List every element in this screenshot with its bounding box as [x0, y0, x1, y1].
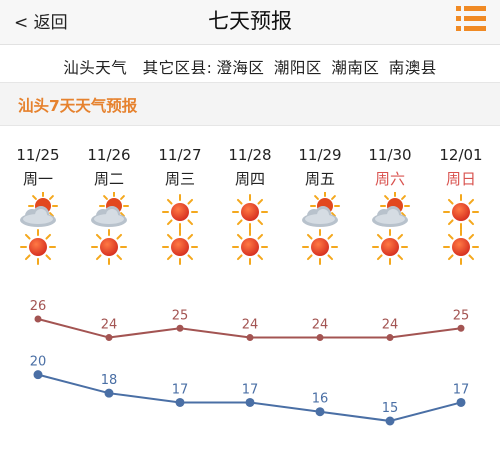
day-weather-slot — [441, 192, 481, 232]
night-weather-slot — [18, 227, 58, 267]
day-weekday: 周六 — [374, 170, 405, 188]
low-temp-point — [33, 370, 43, 380]
low-temp-label: 17 — [172, 382, 189, 397]
high-temp-label: 26 — [30, 299, 47, 314]
nav-bar: < 返回 七天预报 — [0, 0, 500, 45]
night-weather-slot — [300, 227, 340, 267]
district-link-chaoyang[interactable]: 潮阳区 — [273, 59, 322, 77]
low-temp-point — [104, 388, 114, 398]
partly-cloudy-icon — [91, 192, 129, 227]
night-weather-slot — [230, 227, 270, 267]
low-temp-label: 17 — [453, 382, 470, 397]
low-temp-point — [175, 397, 185, 407]
menu-icon[interactable] — [456, 6, 486, 32]
page-title: 七天预报 — [208, 9, 292, 33]
temperature-chart: 26 24 25 24 24 24 25 20 18 17 17 16 15 17 — [30, 299, 470, 426]
partly-cloudy-icon — [302, 192, 340, 227]
high-temp-label: 24 — [242, 318, 259, 333]
sunny-icon — [162, 229, 198, 265]
day-weekday: 周日 — [445, 170, 476, 188]
sunny-icon — [302, 229, 338, 265]
day-date: 11/27 — [158, 146, 202, 164]
high-temp-point — [246, 334, 254, 342]
day-date: 11/28 — [228, 146, 272, 164]
day-weather-slot — [160, 192, 200, 232]
low-temp-label: 17 — [242, 382, 259, 397]
low-temp-label: 16 — [312, 392, 329, 407]
day-date: 11/25 — [16, 146, 60, 164]
sunny-icon — [372, 229, 408, 265]
forecast-header: 汕头7天天气预报 — [0, 82, 500, 126]
low-temp-point — [385, 416, 395, 426]
high-temp-label: 24 — [101, 318, 118, 333]
day-weekday: 周四 — [234, 170, 265, 188]
day-weekday: 周二 — [93, 170, 124, 188]
district-link-chaonan[interactable]: 潮南区 — [331, 59, 380, 77]
sunny-icon — [162, 194, 198, 230]
day-weather-slot — [16, 192, 60, 232]
day-weekday: 周三 — [164, 170, 195, 188]
sunny-icon — [443, 229, 479, 265]
sunny-icon — [232, 229, 268, 265]
current-city: 汕头天气 — [63, 59, 128, 77]
high-temp-point — [457, 324, 465, 332]
district-links: 汕头天气 其它区县: 澄海区 潮阳区 潮南区 南澳县 — [0, 56, 500, 78]
partly-cloudy-icon — [372, 192, 410, 227]
district-link-chenghai[interactable]: 澄海区 — [216, 59, 265, 77]
high-temp-point — [316, 334, 324, 342]
sunny-icon — [232, 194, 268, 230]
high-temp-point — [105, 334, 113, 342]
sunny-icon — [20, 229, 56, 265]
night-weather-slot — [89, 227, 129, 267]
sunny-icon — [91, 229, 127, 265]
back-button[interactable]: < 返回 — [14, 8, 68, 33]
night-weather-slot — [441, 227, 481, 267]
day-date: 12/01 — [439, 146, 483, 164]
partly-cloudy-icon — [20, 192, 58, 227]
day-weekday: 周一 — [22, 170, 53, 188]
low-temp-label: 15 — [382, 401, 399, 416]
day-date: 11/29 — [298, 146, 342, 164]
high-temp-label: 24 — [382, 318, 399, 333]
low-temp-point — [315, 407, 325, 417]
low-temp-point — [456, 397, 466, 407]
high-temp-point — [176, 324, 184, 332]
high-temp-point — [386, 334, 394, 342]
day-weather-slot — [87, 192, 131, 232]
day-weather-slot — [368, 192, 412, 232]
low-temp-point — [245, 397, 255, 407]
high-temp-label: 25 — [453, 308, 470, 323]
day-weather-slot — [298, 192, 342, 232]
high-temp-label: 25 — [172, 308, 189, 323]
day-weekday: 周五 — [304, 170, 335, 188]
night-weather-slot — [160, 227, 200, 267]
high-temp-label: 24 — [312, 318, 329, 333]
other-districts-label: 其它区县: — [142, 59, 213, 77]
forecast-title: 汕头7天天气预报 — [18, 97, 138, 115]
sunny-icon — [443, 194, 479, 230]
day-date: 11/30 — [368, 146, 412, 164]
district-link-nanao[interactable]: 南澳县 — [388, 59, 437, 77]
night-weather-slot — [370, 227, 410, 267]
low-temp-label: 18 — [101, 373, 118, 388]
day-weather-slot — [230, 192, 270, 232]
low-temp-label: 20 — [30, 355, 47, 370]
day-date: 11/26 — [87, 146, 131, 164]
high-temp-point — [34, 315, 42, 323]
back-label[interactable]: < 返回 — [14, 13, 68, 33]
